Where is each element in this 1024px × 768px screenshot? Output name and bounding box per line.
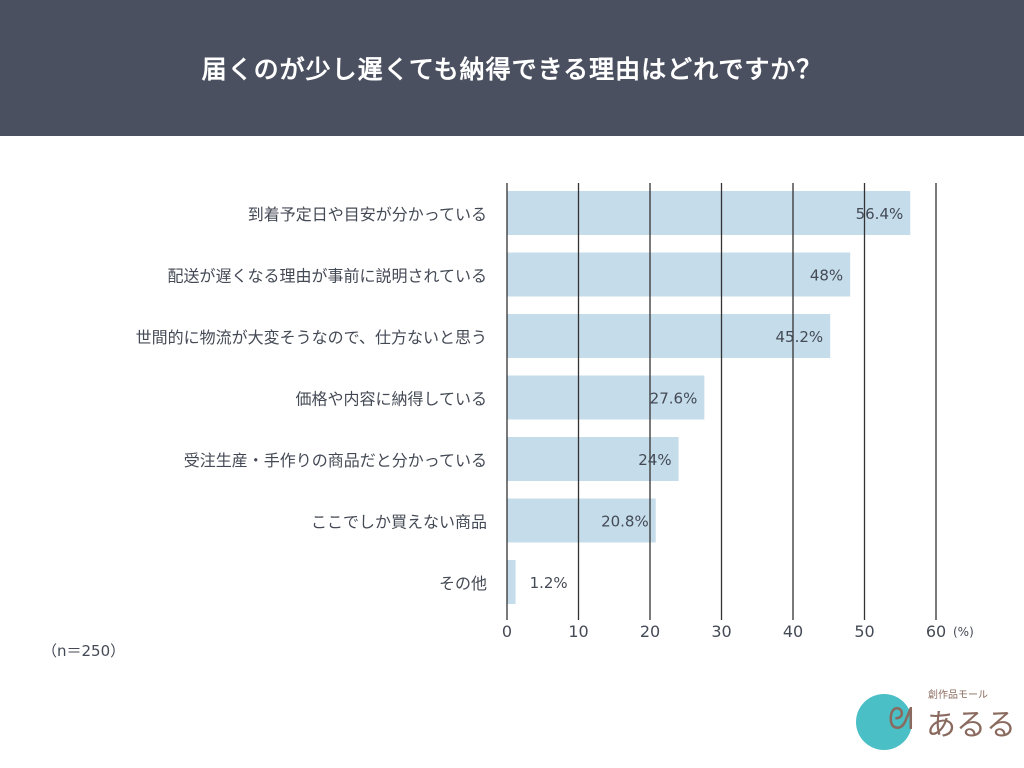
- category-label: その他: [439, 574, 487, 593]
- x-tick-label: 60: [926, 622, 946, 641]
- logo-subtitle: 創作品モール: [928, 690, 988, 701]
- x-tick-label: 30: [711, 622, 731, 641]
- data-label: 45.2%: [776, 328, 824, 346]
- x-tick-label: 50: [854, 622, 874, 641]
- category-label: 受注生産・手作りの商品だと分かっている: [184, 451, 487, 470]
- logo-circle: [856, 694, 912, 750]
- chart-title: 届くのが少し遅くても納得できる理由はどれですか？: [201, 55, 823, 84]
- data-label: 20.8%: [601, 513, 649, 531]
- bar: [507, 498, 656, 543]
- x-tick-label: 20: [640, 622, 660, 641]
- x-tick-label: 0: [502, 622, 512, 641]
- category-label: 配送が遅くなる理由が事前に説明されている: [167, 267, 487, 286]
- x-tick-label: 10: [568, 622, 588, 641]
- data-label: 1.2%: [530, 574, 568, 592]
- data-label: 27.6%: [650, 390, 698, 408]
- category-label: ここでしか買えない商品: [311, 513, 487, 532]
- rabbit-icon: ᘛ: [888, 702, 914, 737]
- header-bar: 届くのが少し遅くても納得できる理由はどれですか？: [0, 0, 1024, 136]
- category-label: 到着予定日や目安が分かっている: [248, 205, 487, 224]
- bar: [507, 252, 851, 297]
- data-label: 24%: [638, 451, 671, 469]
- sample-size-note: （n＝250）: [42, 642, 126, 660]
- bar: [507, 560, 516, 604]
- bar: [507, 375, 705, 420]
- bar: [507, 191, 911, 235]
- x-tick-label: 40: [783, 622, 803, 641]
- category-label: 価格や内容に納得している: [295, 390, 487, 409]
- logo-name: あるる: [926, 708, 1016, 743]
- logo: ᘛ 創作品モール あるる: [852, 686, 1017, 756]
- x-axis-unit: (%): [953, 625, 974, 639]
- bar: [507, 314, 831, 358]
- category-label: 世間的に物流が大変そうなので、仕方ないと思う: [136, 328, 487, 347]
- data-label: 48%: [810, 267, 843, 285]
- data-label: 56.4%: [856, 205, 904, 223]
